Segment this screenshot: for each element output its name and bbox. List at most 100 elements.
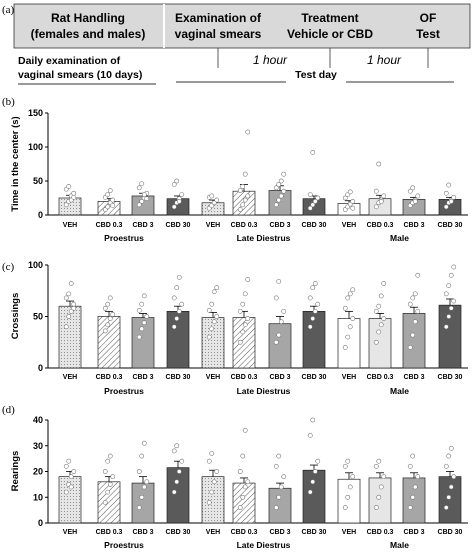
y-tick-label: 0 <box>38 518 43 528</box>
category-label: CBD 30 <box>166 222 191 229</box>
data-point <box>240 202 246 208</box>
data-point <box>176 198 182 204</box>
data-point <box>174 178 180 184</box>
data-point <box>209 451 215 456</box>
data-point <box>443 505 449 510</box>
data-point <box>171 204 177 210</box>
data-point <box>176 469 182 474</box>
data-point <box>136 505 142 510</box>
data-point <box>110 197 116 203</box>
data-point <box>240 329 246 335</box>
data-point <box>237 469 243 474</box>
data-point <box>179 192 185 197</box>
data-point <box>381 193 387 199</box>
data-point <box>350 205 356 211</box>
data-point <box>242 427 248 433</box>
data-point <box>415 193 421 199</box>
category-label: CBD 30 <box>302 222 327 229</box>
data-point <box>136 469 142 474</box>
data-point <box>373 204 379 210</box>
data-point <box>105 192 111 197</box>
category-label: VEH <box>342 374 356 381</box>
bar <box>131 482 155 524</box>
data-point <box>144 479 150 485</box>
data-point <box>214 314 220 319</box>
data-point <box>350 474 356 480</box>
category-label: CBD 30 <box>302 529 327 536</box>
data-point <box>345 458 351 464</box>
data-point <box>310 285 316 291</box>
y-axis-label: Time in the center (s) <box>10 116 21 211</box>
category-label: CBD 3 <box>269 222 290 229</box>
data-point <box>107 481 113 487</box>
data-point <box>174 285 180 291</box>
data-point <box>179 301 185 307</box>
data-point <box>448 272 454 278</box>
data-point <box>105 301 111 307</box>
data-point <box>68 474 74 480</box>
data-point <box>141 320 147 326</box>
category-label: CBD 3 <box>269 529 290 536</box>
data-point <box>307 205 313 211</box>
group-label: Male <box>390 233 409 243</box>
data-point <box>209 193 215 199</box>
category-label: CBD 3 <box>269 374 290 381</box>
timeline-header-bar <box>13 3 471 49</box>
data-point <box>171 181 177 187</box>
data-point <box>446 314 452 319</box>
category-label: VEH <box>63 222 77 229</box>
data-point <box>373 308 379 314</box>
data-point <box>71 469 77 474</box>
y-tick-label: 40 <box>33 415 43 425</box>
data-point <box>214 197 220 203</box>
category-label: CBD 0.3 <box>96 222 123 229</box>
data-point <box>407 188 413 194</box>
bar <box>166 467 190 524</box>
data-point <box>310 316 316 321</box>
data-point <box>211 479 217 485</box>
category-label: CBD 3 <box>132 529 153 536</box>
panel-label-a: (a) <box>2 4 15 16</box>
category-label: CBD 3 <box>403 529 424 536</box>
data-point <box>276 494 282 500</box>
data-point <box>71 301 77 307</box>
data-point <box>345 295 351 301</box>
data-point <box>376 303 382 309</box>
treatment-subtitle: Vehicle or CBD <box>287 27 373 41</box>
data-point <box>448 484 454 490</box>
category-label: VEH <box>342 222 356 229</box>
data-point <box>378 198 384 204</box>
data-point <box>342 463 348 469</box>
data-point <box>347 291 353 297</box>
data-point <box>209 326 215 332</box>
y-tick-label: 20 <box>33 467 43 477</box>
data-point <box>71 305 77 311</box>
category-label: CBD 0.3 <box>96 374 123 381</box>
data-point <box>139 181 145 187</box>
data-point <box>63 324 69 330</box>
y-tick-label: 50 <box>33 176 43 186</box>
data-point <box>410 295 416 301</box>
y-tick-label: 30 <box>33 441 43 451</box>
data-point <box>347 324 353 330</box>
data-point <box>446 283 452 288</box>
data-point <box>68 484 74 490</box>
data-point <box>209 301 215 307</box>
category-label: VEH <box>206 374 220 381</box>
data-point <box>307 295 313 301</box>
category-label: VEH <box>63 529 77 536</box>
data-point <box>378 293 384 299</box>
data-point <box>63 463 69 469</box>
data-point <box>242 197 248 203</box>
of-subtitle: Test <box>416 27 440 41</box>
data-point <box>174 443 180 449</box>
y-tick-label: 0 <box>38 210 43 220</box>
category-label: CBD 3 <box>132 374 153 381</box>
data-point <box>102 499 108 505</box>
data-point <box>179 458 185 464</box>
data-point <box>310 202 316 208</box>
category-label: CBD 30 <box>166 374 191 381</box>
data-point <box>276 453 282 459</box>
data-point <box>245 277 251 282</box>
data-point <box>307 489 313 495</box>
